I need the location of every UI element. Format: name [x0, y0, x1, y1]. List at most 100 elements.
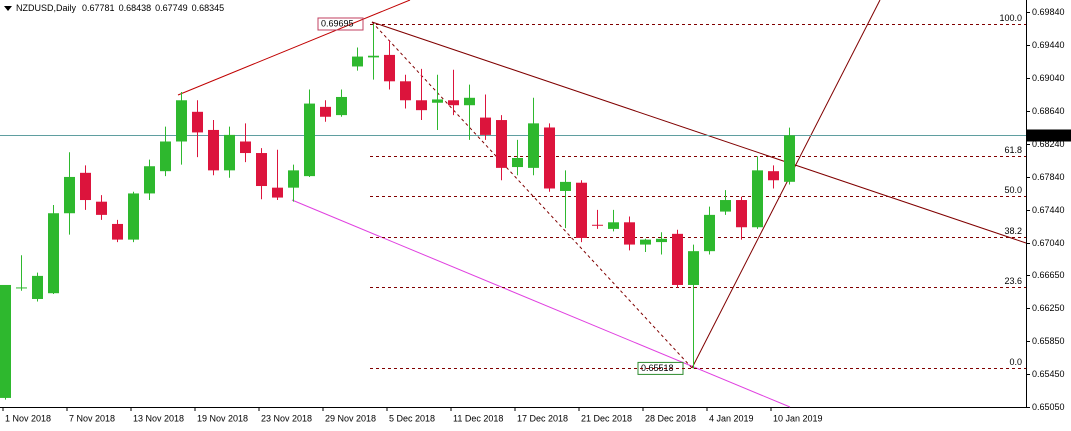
candle-body [112, 223, 123, 240]
y-tick-label: 0.67840 [1032, 172, 1065, 182]
y-tick-label: 0.68240 [1032, 139, 1065, 149]
candle-body [576, 182, 587, 238]
candle-body [624, 222, 635, 245]
low-value: 0.67749 [155, 3, 188, 13]
fib-level-label: 38.2 [1004, 226, 1022, 236]
x-tick-label: 23 Nov 2018 [261, 413, 312, 423]
menu-arrow[interactable] [4, 6, 12, 11]
trend-line [691, 0, 881, 369]
candle-body [656, 238, 667, 243]
candle-body [432, 99, 443, 103]
x-tick-label: 1 Nov 2018 [5, 413, 51, 423]
fib-level-label: 0.0 [1009, 357, 1022, 367]
price-tag-label: 0.68345 [1031, 130, 1064, 140]
x-tick-label: 10 Jan 2019 [773, 413, 823, 423]
x-tick-label: 21 Dec 2018 [581, 413, 632, 423]
candle-body [80, 172, 91, 201]
candle-body [416, 100, 427, 111]
y-tick-label: 0.65050 [1032, 402, 1065, 412]
candle-body [496, 120, 507, 168]
candle-body [464, 97, 475, 106]
candle-body [736, 200, 747, 228]
open-value: 0.67781 [82, 3, 115, 13]
candle-body [592, 224, 603, 226]
candle-body [608, 222, 619, 229]
x-tick-label: 7 Nov 2018 [69, 413, 115, 423]
candle-body [96, 201, 107, 215]
x-tick-label: 4 Jan 2019 [709, 413, 754, 423]
candle-body [560, 181, 571, 191]
x-tick-label: 11 Dec 2018 [453, 413, 503, 423]
candle-body [192, 111, 203, 133]
candle-body [768, 171, 779, 181]
fib-high-label: 0.69695 [321, 18, 354, 28]
trend-line [291, 199, 791, 408]
candle-body [752, 170, 763, 228]
high-value: 0.68438 [119, 3, 152, 13]
x-tick-label: 19 Nov 2018 [197, 413, 248, 423]
header: NZDUSD,Daily 0.67781 0.68438 0.67749 0.68345 [16, 3, 224, 13]
candle-body [528, 123, 539, 168]
fib-level-label: 50.0 [1004, 185, 1022, 195]
x-tick-label: 13 Nov 2018 [133, 413, 184, 423]
candle-body [272, 187, 283, 198]
y-tick-label: 0.67040 [1032, 238, 1065, 248]
symbol: NZDUSD,Daily [16, 3, 77, 13]
candle-body [512, 157, 523, 168]
candle-body [688, 251, 699, 285]
candle-body [208, 129, 219, 171]
candle-body [224, 134, 235, 171]
candle-body [672, 233, 683, 285]
candle-body [400, 81, 411, 101]
candle-body [384, 54, 395, 82]
candle-body [240, 141, 251, 154]
candle-body [368, 55, 379, 58]
candle-body [304, 103, 315, 177]
fib-low-label: 0.65518 [641, 363, 674, 373]
candle-body [64, 176, 75, 214]
candle-body [256, 153, 267, 187]
x-tick-label: 17 Dec 2018 [517, 413, 568, 423]
close-value: 0.68345 [192, 3, 225, 13]
y-tick-label: 0.66250 [1032, 303, 1065, 313]
x-tick-label: 5 Dec 2018 [389, 413, 435, 423]
candle-body [176, 100, 187, 142]
candle-body [32, 275, 43, 299]
y-tick-label: 0.69840 [1032, 7, 1065, 17]
x-tick-label: 28 Dec 2018 [645, 413, 696, 423]
candle-body [448, 100, 459, 106]
candle-body [144, 166, 155, 194]
y-tick-label: 0.65850 [1032, 336, 1065, 346]
candle-body [320, 106, 331, 117]
candle-body [288, 170, 299, 188]
candle-body [0, 284, 11, 398]
candle-body [160, 141, 171, 172]
candle-body [704, 214, 715, 252]
candle-body [544, 127, 555, 189]
price-tag [1027, 129, 1071, 142]
y-tick-label: 0.67440 [1032, 205, 1065, 215]
trend-line [177, 0, 411, 96]
y-tick-label: 0.69040 [1032, 73, 1065, 83]
candle-body [16, 287, 27, 289]
candle-body [128, 193, 139, 240]
candle-body [48, 213, 59, 294]
candle-body [480, 117, 491, 135]
y-tick-label: 0.68640 [1032, 106, 1065, 116]
fib-level-label: 61.8 [1004, 145, 1022, 155]
y-tick-label: 0.65450 [1032, 369, 1065, 379]
fib-level-label: 100.0 [999, 13, 1022, 23]
y-tick-label: 0.66650 [1032, 270, 1065, 280]
y-tick-label: 0.69440 [1032, 40, 1065, 50]
fib-level-label: 23.6 [1004, 276, 1022, 286]
candle-body [352, 56, 363, 67]
trend-line [371, 21, 1027, 244]
candle-body [640, 239, 651, 245]
candle-body [336, 96, 347, 116]
x-tick-label: 29 Nov 2018 [325, 413, 376, 423]
candle-body [784, 135, 795, 182]
candle-body [720, 200, 731, 212]
price-label-box [317, 17, 364, 31]
